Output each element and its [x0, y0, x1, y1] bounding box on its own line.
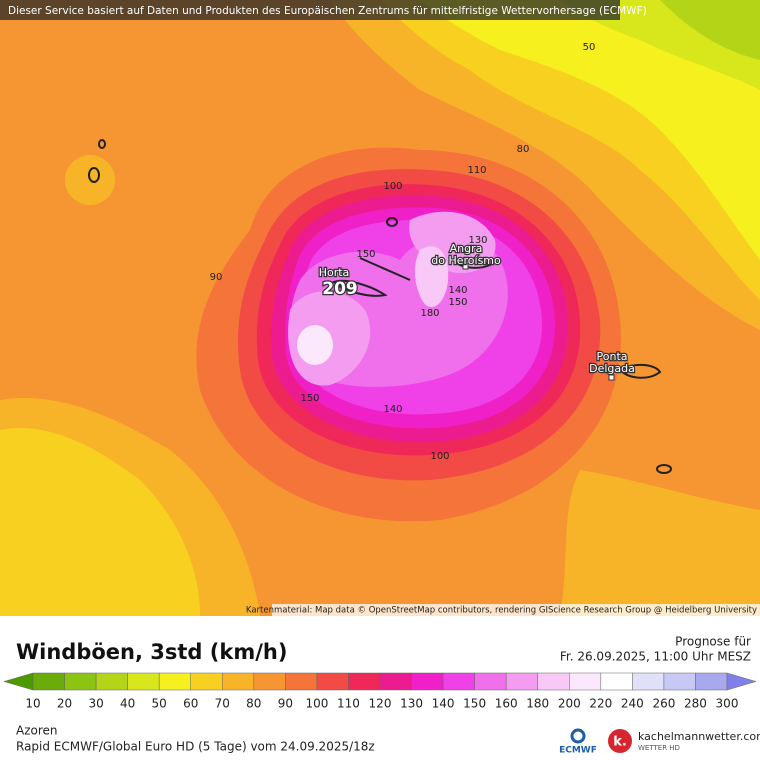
legend-swatch — [505, 672, 538, 691]
legend-swatch — [316, 672, 349, 691]
contour-label: 150 — [300, 393, 319, 404]
site-logo: k. kachelmannwetter.com WETTER HD — [608, 729, 760, 753]
legend-swatch — [600, 672, 633, 691]
legend-tick-label: 160 — [495, 697, 518, 711]
legend-tick-label: 80 — [246, 697, 261, 711]
legend-swatch — [663, 672, 696, 691]
legend-tick-label: 150 — [463, 697, 486, 711]
legend-swatch — [32, 672, 65, 691]
legend-swatch — [537, 672, 570, 691]
model: Rapid ECMWF/Global Euro HD (5 Tage) vom … — [16, 740, 375, 754]
legend-tick-label: 260 — [652, 697, 675, 711]
legend-tick-label: 220 — [589, 697, 612, 711]
site-name: kachelmannwetter.com — [638, 730, 760, 743]
legend-tick-label: 280 — [684, 697, 707, 711]
ecmwf-text: ECMWF — [559, 746, 597, 756]
contour-label: 80 — [517, 144, 530, 155]
contour-label: 130 — [468, 235, 487, 246]
contour-label: 110 — [467, 165, 486, 176]
legend-tick-label: 10 — [25, 697, 40, 711]
legend-tick-label: 30 — [88, 697, 103, 711]
region: Azoren — [16, 724, 58, 738]
legend-swatch — [569, 672, 602, 691]
legend-tick-label: 200 — [558, 697, 581, 711]
legend-tick-label: 50 — [152, 697, 167, 711]
legend-tick-label: 60 — [183, 697, 198, 711]
legend-tick-label: 240 — [621, 697, 644, 711]
site-sub: WETTER HD — [638, 744, 680, 752]
legend-arrow-high — [726, 672, 757, 691]
contour-label: 150 — [356, 249, 375, 260]
legend-tick-label: 130 — [400, 697, 423, 711]
legend-tick-label: 90 — [278, 697, 293, 711]
contour-label: 100 — [383, 181, 402, 192]
legend: 10 20 30 40 50 60 70 80 90 100 110 120 130 140 150 160 1… — [3, 672, 757, 711]
contour-label: 140 — [448, 285, 467, 296]
attribution-bg — [272, 604, 760, 616]
legend-tick-label: 100 — [305, 697, 328, 711]
legend-tick-label: 180 — [526, 697, 549, 711]
place-name: do Heroísmo — [431, 254, 501, 267]
legend-swatch — [190, 672, 223, 691]
banner: Dieser Service basiert auf Daten und Pro… — [8, 5, 647, 17]
contour-label: 100 — [430, 451, 449, 462]
attribution: Kartenmaterial: Map data © OpenStreetMap… — [246, 606, 757, 616]
svg-text:k.: k. — [613, 735, 627, 750]
legend-swatch — [632, 672, 665, 691]
legend-swatch — [348, 672, 381, 691]
legend-swatch — [695, 672, 728, 691]
legend-swatch — [222, 672, 255, 691]
legend-swatch — [474, 672, 507, 691]
legend-tick-label: 120 — [369, 697, 392, 711]
contour-label: 150 — [448, 297, 467, 308]
legend-tick-label: 140 — [432, 697, 455, 711]
max-value: 209 — [322, 279, 358, 299]
legend-tick-label: 110 — [337, 697, 360, 711]
place-name: Ponta — [597, 350, 628, 363]
legend-swatch — [158, 672, 191, 691]
place-name: Horta — [319, 266, 350, 279]
ecmwf-logo: ECMWF — [559, 728, 597, 756]
contour-label: 50 — [583, 42, 596, 53]
map — [0, 0, 760, 616]
forecast-label: Prognose für — [675, 635, 751, 649]
legend-tick-label: 20 — [57, 697, 72, 711]
contour-label: 180 — [420, 308, 439, 319]
legend-swatch — [285, 672, 318, 691]
legend-tick-label: 300 — [716, 697, 739, 711]
forecast-time: Fr. 26.09.2025, 11:00 Uhr MESZ — [560, 650, 751, 664]
place-name: Delgada — [589, 362, 635, 375]
legend-tick-label: 40 — [120, 697, 135, 711]
legend-swatch — [411, 672, 444, 691]
title: Windböen, 3std (km/h) — [16, 640, 287, 664]
banner-bg — [0, 0, 620, 20]
place-name: Angra — [450, 242, 483, 255]
contour-label: 90 — [210, 272, 223, 283]
legend-swatch — [64, 672, 97, 691]
legend-swatch — [95, 672, 128, 691]
legend-tick-label: 70 — [215, 697, 230, 711]
legend-swatch — [127, 672, 160, 691]
legend-swatch — [379, 672, 412, 691]
contour-label: 140 — [383, 404, 402, 415]
legend-swatch — [442, 672, 475, 691]
legend-swatch — [253, 672, 286, 691]
